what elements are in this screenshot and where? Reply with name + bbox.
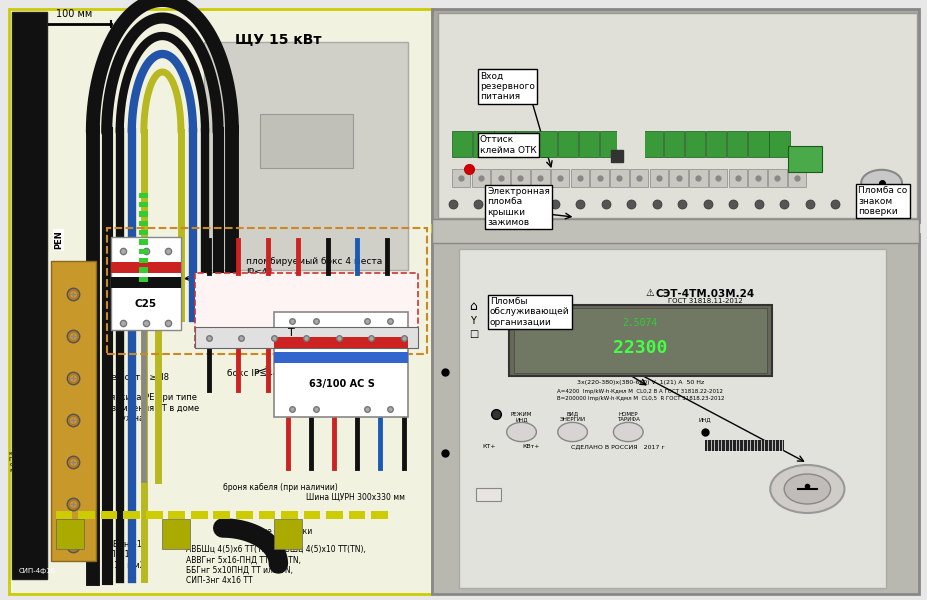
Text: ВВГнг-1
(ПВ-1)
10 мм2: ВВГнг-1 (ПВ-1) 10 мм2 (366, 321, 401, 351)
Bar (281, 511, 298, 519)
FancyBboxPatch shape (476, 488, 501, 501)
FancyBboxPatch shape (536, 131, 556, 157)
Circle shape (506, 422, 536, 442)
Text: бокс IP≤44: бокс IP≤44 (227, 367, 278, 378)
Text: 5-я жила PE при типе
заземления ТТ в доме
не нужна: 5-я жила PE при типе заземления ТТ в дом… (102, 393, 199, 423)
Bar (139, 277, 148, 282)
Bar (616, 126, 644, 162)
Bar (168, 511, 184, 519)
Text: СИП-4ф16: СИП-4ф16 (19, 568, 56, 574)
Bar (139, 248, 148, 254)
FancyBboxPatch shape (471, 169, 489, 187)
FancyBboxPatch shape (620, 131, 641, 157)
Bar (111, 262, 181, 273)
Circle shape (860, 170, 901, 196)
FancyBboxPatch shape (473, 131, 493, 157)
Bar (325, 511, 342, 519)
Text: пломбируемый бокс 4 места
IP≤44: пломбируемый бокс 4 места IP≤44 (184, 257, 382, 280)
Text: 2.5074: 2.5074 (622, 318, 657, 328)
FancyBboxPatch shape (609, 169, 628, 187)
Bar (139, 193, 148, 198)
FancyBboxPatch shape (530, 169, 549, 187)
Bar (123, 511, 140, 519)
Bar (235, 511, 252, 519)
FancyBboxPatch shape (514, 131, 535, 157)
FancyBboxPatch shape (689, 169, 707, 187)
Text: □: □ (468, 329, 477, 339)
FancyBboxPatch shape (705, 131, 726, 157)
Text: СДЕЛАНО В РОССИЯ   2017 г: СДЕЛАНО В РОССИЯ 2017 г (570, 445, 664, 449)
Text: броня кабеля (при наличии): броня кабеля (при наличии) (222, 482, 337, 492)
Bar (12, 12, 47, 579)
Circle shape (557, 422, 587, 442)
Circle shape (613, 422, 642, 442)
Bar (191, 511, 208, 519)
FancyBboxPatch shape (451, 169, 470, 187)
Text: НОМЕР
ТАРИФА: НОМЕР ТАРИФА (616, 412, 639, 422)
Text: ВИД
ЭНЕРГИИ: ВИД ЭНЕРГИИ (559, 412, 585, 422)
FancyBboxPatch shape (260, 114, 352, 168)
Bar (371, 511, 387, 519)
Text: Вход
резервного
питания: Вход резервного питания (479, 71, 534, 101)
Bar (213, 511, 230, 519)
Bar (139, 221, 148, 226)
FancyBboxPatch shape (590, 169, 608, 187)
Text: Y: Y (470, 316, 476, 326)
Bar (111, 277, 181, 288)
FancyBboxPatch shape (768, 131, 789, 157)
FancyBboxPatch shape (431, 234, 918, 594)
FancyBboxPatch shape (550, 169, 568, 187)
FancyBboxPatch shape (431, 9, 918, 222)
FancyBboxPatch shape (684, 131, 705, 157)
Bar (139, 230, 148, 235)
Circle shape (769, 465, 844, 513)
Bar (349, 511, 365, 519)
FancyBboxPatch shape (649, 169, 667, 187)
FancyBboxPatch shape (494, 131, 514, 157)
Text: В=200000 Imp/kW·h·Кдмл М  СL0,5  R ГОСТ 31818.23-2012: В=200000 Imp/kW·h·Кдмл М СL0,5 R ГОСТ 31… (556, 396, 723, 401)
FancyBboxPatch shape (273, 312, 408, 417)
Bar (146, 511, 162, 519)
Bar (139, 211, 148, 217)
FancyBboxPatch shape (663, 131, 683, 157)
Text: к дворцу
ГВЗ 1х6
общие
мм2: к дворцу ГВЗ 1х6 общие мм2 (9, 451, 39, 473)
FancyBboxPatch shape (557, 131, 578, 157)
Bar (56, 519, 83, 549)
Text: ЩУ 15 кВт: ЩУ 15 кВт (235, 32, 322, 46)
FancyBboxPatch shape (747, 169, 766, 187)
Text: ⌂: ⌂ (469, 299, 476, 313)
Bar (273, 352, 408, 363)
Bar (139, 239, 148, 245)
Text: СЭТ-4ТМ.03М.24: СЭТ-4ТМ.03М.24 (655, 289, 754, 299)
Bar (303, 511, 320, 519)
Bar (162, 519, 190, 549)
Bar (273, 519, 301, 549)
Bar (101, 511, 118, 519)
Text: Электронная
пломба
крышки
зажимов: Электронная пломба крышки зажимов (487, 187, 550, 227)
Bar (195, 327, 417, 348)
FancyBboxPatch shape (728, 169, 746, 187)
Bar (139, 258, 148, 263)
Text: ГОСТ 31818.11-2012: ГОСТ 31818.11-2012 (667, 298, 742, 304)
Text: пломбируется: пломбируется (311, 302, 374, 312)
Text: 63/100 AC S: 63/100 AC S (309, 379, 374, 389)
Text: РЕЖИМ
ИНД: РЕЖИМ ИНД (510, 412, 532, 422)
Text: C25: C25 (134, 299, 157, 309)
FancyBboxPatch shape (9, 9, 431, 594)
Text: 100 мм: 100 мм (56, 8, 93, 19)
Text: все болты ≥М8: все болты ≥М8 (102, 373, 169, 383)
Bar (56, 511, 72, 519)
Text: 22300: 22300 (613, 339, 667, 357)
Text: КТ+: КТ+ (482, 445, 496, 449)
Text: Пломбы
обслуживающей
организации: Пломбы обслуживающей организации (489, 297, 569, 327)
Bar (705, 440, 783, 451)
FancyBboxPatch shape (641, 131, 662, 157)
FancyBboxPatch shape (600, 131, 620, 157)
Text: ИНД: ИНД (698, 418, 711, 422)
Bar (431, 219, 918, 243)
FancyBboxPatch shape (787, 146, 821, 172)
FancyBboxPatch shape (514, 308, 766, 373)
FancyBboxPatch shape (570, 169, 589, 187)
FancyBboxPatch shape (195, 273, 417, 348)
Bar (139, 267, 148, 272)
